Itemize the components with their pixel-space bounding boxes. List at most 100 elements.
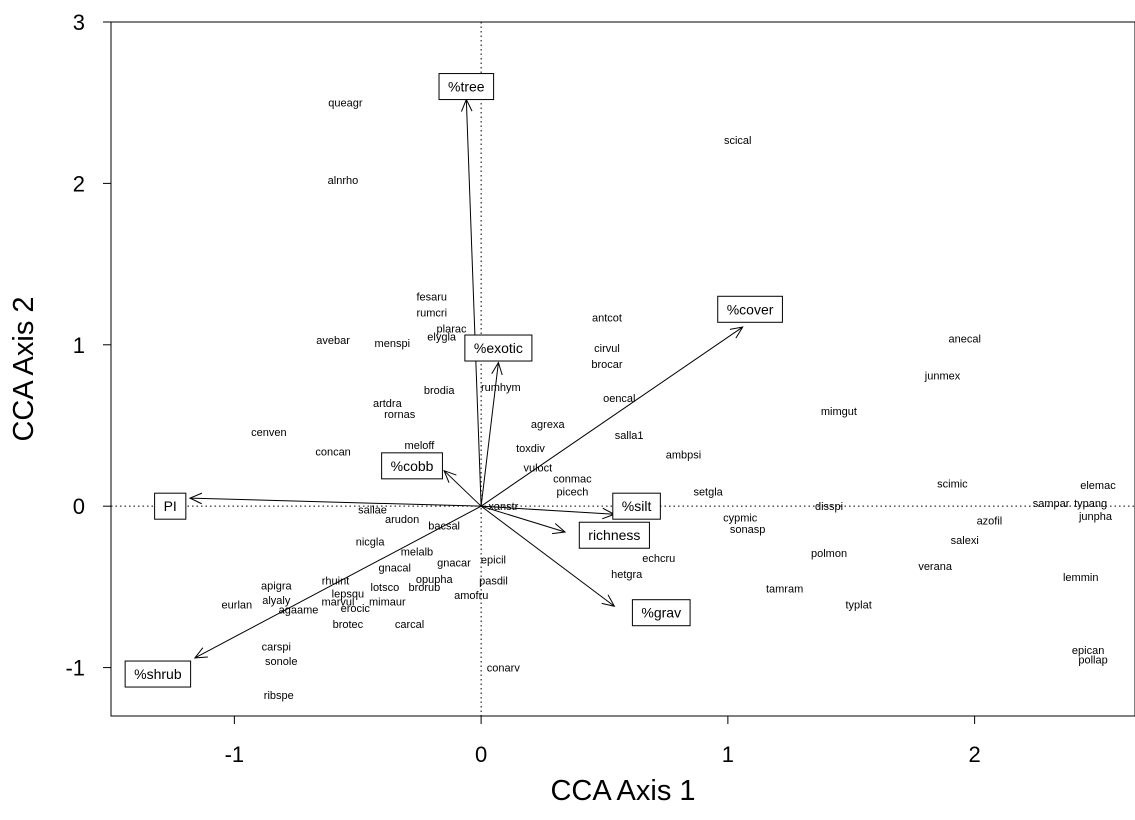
species-label: gnacar <box>437 558 471 570</box>
species-label: cenven <box>251 427 286 439</box>
vector-arrowhead <box>443 469 457 483</box>
species-label: setgla <box>693 487 723 499</box>
x-tick-label: -1 <box>225 742 245 767</box>
species-label: sonole <box>265 656 297 668</box>
species-label: arudon <box>385 514 419 526</box>
plot-frame <box>110 21 1135 717</box>
vector-arrow <box>194 505 482 659</box>
species-label: sallae <box>358 504 387 516</box>
x-tick-label: 0 <box>475 742 487 767</box>
species-label: lemmin <box>1063 572 1098 584</box>
vector-label: %grav <box>641 605 681 621</box>
vector-label-box: richness <box>578 521 650 549</box>
species-label: sampar <box>1033 498 1070 510</box>
species-label: sonasp <box>730 524 765 536</box>
species-label: agrexa <box>531 419 566 431</box>
species-label: scical <box>724 135 752 147</box>
species-label: scimic <box>937 479 968 491</box>
species-label: elygla <box>427 332 457 344</box>
species-label: queagr <box>328 98 363 110</box>
vector-arrowhead <box>188 492 203 505</box>
species-label: echcru <box>642 553 675 565</box>
vector-label-frame <box>578 521 650 549</box>
vector-arrowhead <box>729 326 744 339</box>
species-label: rumhym <box>481 382 521 394</box>
vector-arrow <box>189 497 482 507</box>
species-label: avebar <box>316 335 350 347</box>
vector-label-frame <box>438 73 495 101</box>
vector-arrow <box>465 99 482 507</box>
species-label: rhuint <box>322 575 350 587</box>
species-label: salexi <box>951 535 979 547</box>
species-label: conarv <box>487 663 521 675</box>
species-label: typlat <box>845 600 871 612</box>
vector-label-box: %cobb <box>381 452 443 480</box>
vector-arrow <box>481 505 615 515</box>
species-label: anecal <box>949 333 981 345</box>
species-label: rumcri <box>416 308 447 320</box>
species-label: polmon <box>811 548 847 560</box>
species-label: toxdiv <box>516 443 545 455</box>
species-label: fesaru <box>416 291 447 303</box>
species-label: salla1 <box>615 430 644 442</box>
species-label: gnacal <box>379 563 411 575</box>
vector-label-box: %silt <box>612 492 661 520</box>
vector-label: %silt <box>622 498 652 514</box>
species-label: epicil <box>481 554 506 566</box>
y-axis-ticks: -1 0 1 2 3 <box>65 10 111 681</box>
species-label: marvul <box>321 596 354 608</box>
species-label: rornas <box>384 409 416 421</box>
species-label: brodia <box>424 385 455 397</box>
species-label: brorub <box>408 582 440 594</box>
vector-arrowhead <box>491 361 503 376</box>
species-label: ribspe <box>264 690 294 702</box>
species-label: cypmic <box>723 512 758 524</box>
vector-arrow <box>443 470 482 507</box>
vector-label-frame <box>717 295 783 323</box>
vector-label-frame <box>612 492 661 520</box>
vector-label-box: %exotic <box>464 334 533 362</box>
species-label: mimgut <box>821 406 857 418</box>
vector-arrowhead <box>552 523 567 535</box>
species-label: artdra <box>373 398 403 410</box>
vector-label-box: %shrub <box>124 660 192 688</box>
vector-label-frame <box>464 334 533 362</box>
x-axis-title: CCA Axis 1 <box>550 775 695 807</box>
species-label: oencal <box>603 393 635 405</box>
species-label: cirvul <box>594 343 620 355</box>
species-label: bacsal <box>428 521 460 533</box>
x-tick-label: 2 <box>968 742 980 767</box>
vector-label: richness <box>588 527 640 543</box>
x-axis-ticks: -1 0 1 2 <box>225 716 981 767</box>
y-tick-label: -1 <box>65 656 85 681</box>
species-label: epican <box>1072 645 1104 657</box>
zero-reference-lines <box>111 22 1135 716</box>
species-label: vuloct <box>523 462 552 474</box>
species-label: verana <box>918 561 953 573</box>
y-axis-title: CCA Axis 2 <box>8 296 40 441</box>
species-label: lotsco <box>371 582 400 594</box>
species-label: pasdil <box>479 575 508 587</box>
y-tick-label: 1 <box>73 333 85 358</box>
vector-label: %cobb <box>391 458 434 474</box>
species-label: lepsqu <box>332 588 364 600</box>
species-label: meloff <box>405 440 436 452</box>
y-tick-label: 0 <box>73 494 85 519</box>
species-label: antcot <box>592 312 622 324</box>
species-label: amofru <box>454 590 488 602</box>
species-label: azofil <box>977 516 1003 528</box>
y-tick-label: 3 <box>73 10 85 35</box>
x-tick-label: 1 <box>722 742 734 767</box>
species-label: brotec <box>333 619 364 631</box>
vector-label: %shrub <box>134 666 182 682</box>
vector-label-frame <box>154 492 187 520</box>
vector-arrow <box>480 505 566 533</box>
vector-arrow <box>480 362 499 507</box>
species-label: alyaly <box>262 595 291 607</box>
vector-label-box: %cover <box>717 295 783 323</box>
vector-label: %cover <box>727 301 774 317</box>
species-label: pollap <box>1078 655 1107 667</box>
vector-arrowhead <box>193 647 208 659</box>
species-label: elemac <box>1080 480 1116 492</box>
